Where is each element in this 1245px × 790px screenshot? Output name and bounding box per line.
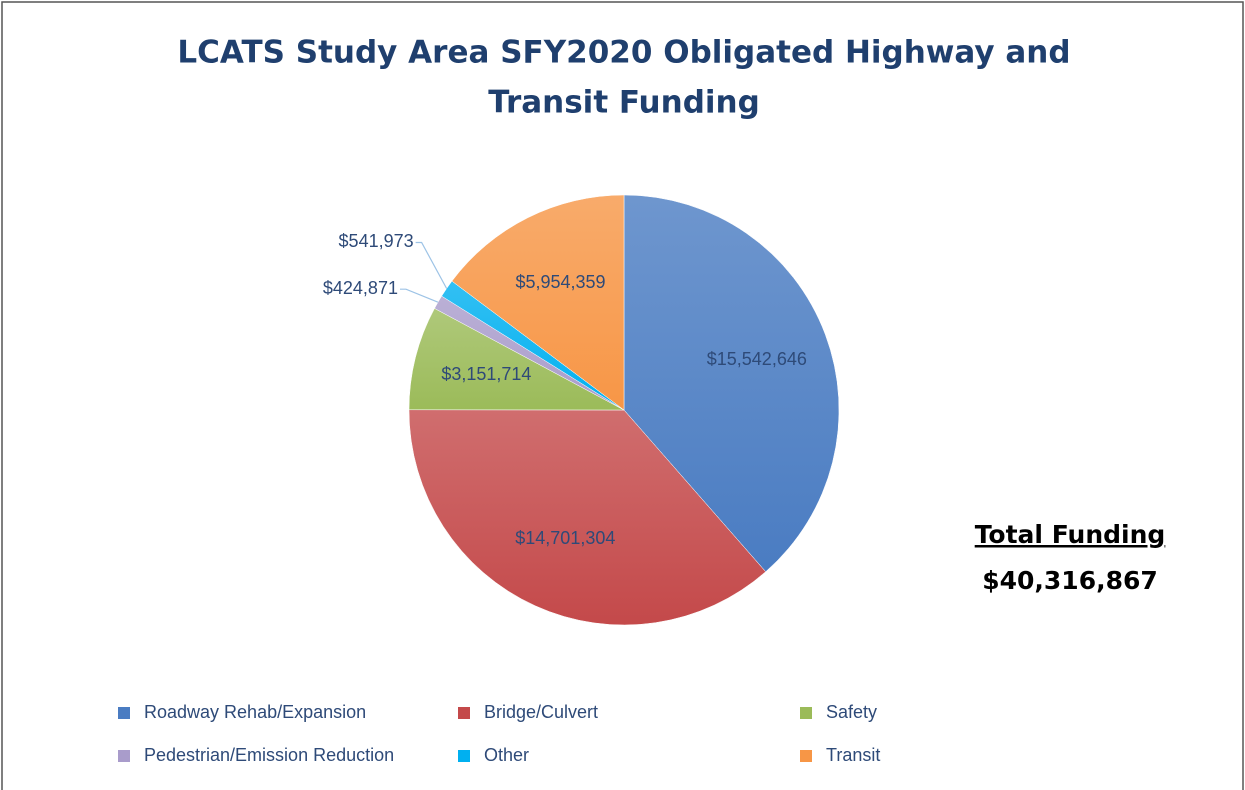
legend-label: Transit <box>826 745 880 765</box>
value-label: $424,871 <box>323 278 398 298</box>
leader-line <box>415 241 448 289</box>
legend-label: Bridge/Culvert <box>484 702 598 722</box>
pie-slice <box>451 194 625 411</box>
legend-label: Other <box>484 745 529 765</box>
value-label: $5,954,359 <box>515 272 605 292</box>
pie-slice <box>408 409 767 626</box>
legend-swatch <box>118 707 130 719</box>
legend-swatch <box>800 750 812 762</box>
legend-label: Roadway Rehab/Expansion <box>144 702 366 722</box>
total-label: Total Funding <box>975 520 1166 549</box>
value-label: $541,973 <box>339 231 414 251</box>
leader-line <box>399 288 439 303</box>
chart-title: LCATS Study Area SFY2020 Obligated Highw… <box>177 35 1070 71</box>
legend-swatch <box>458 707 470 719</box>
chart-title: Transit Funding <box>488 85 760 121</box>
legend-swatch <box>458 750 470 762</box>
value-label: $15,542,646 <box>707 349 807 369</box>
value-label: $3,151,714 <box>441 364 531 384</box>
legend-swatch <box>800 707 812 719</box>
legend-swatch <box>118 750 130 762</box>
pie-slice <box>623 194 840 573</box>
pie-slice <box>408 308 625 411</box>
legend-label: Safety <box>826 702 877 722</box>
legend-label: Pedestrian/Emission Reduction <box>144 745 394 765</box>
total-value: $40,316,867 <box>982 566 1158 595</box>
value-label: $14,701,304 <box>515 528 615 548</box>
